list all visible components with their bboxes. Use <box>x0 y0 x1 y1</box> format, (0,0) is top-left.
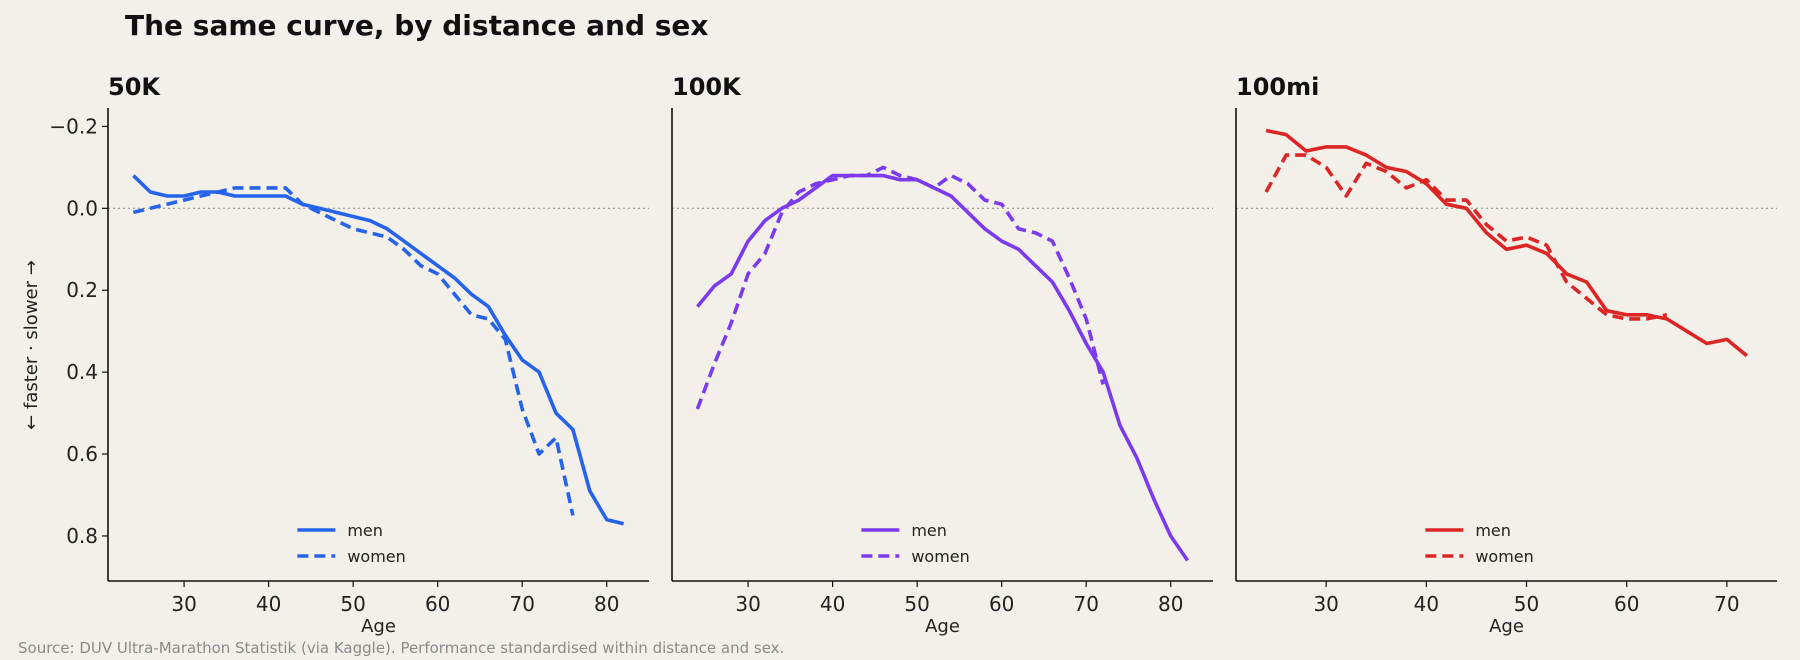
series-line-women <box>132 186 575 516</box>
x-tick-label: 80 <box>594 592 619 616</box>
series-line-women <box>695 165 1105 410</box>
x-axis-label: Age <box>925 616 960 637</box>
panel-50k: 50K 30 40 50 60 70 80 −0.2 0.0 0.2 0.4 0.6 0.8 Age men… <box>49 73 649 637</box>
x-tick-label: 70 <box>1714 592 1739 616</box>
x-tick-label: 40 <box>256 592 281 616</box>
x-axis-label: Age <box>361 616 396 637</box>
legend-label-men: men <box>1475 521 1511 540</box>
legend-label-women: women <box>911 547 969 566</box>
legend-label-men: men <box>911 521 947 540</box>
y-tick-label: 0.4 <box>66 360 98 384</box>
y-tick-label: 0.0 <box>66 196 98 220</box>
y-tick-label: 0.2 <box>66 278 98 302</box>
x-tick-label: 80 <box>1158 592 1183 616</box>
x-tick-label: 30 <box>735 592 760 616</box>
series-line-men <box>132 174 625 526</box>
series-line-men <box>696 173 1190 562</box>
x-tick-label: 30 <box>1313 592 1338 616</box>
x-tick-label: 70 <box>1073 592 1098 616</box>
source-note: Source: DUV Ultra-Marathon Statistik (vi… <box>18 639 784 657</box>
x-tick-label: 60 <box>989 592 1014 616</box>
x-tick-label: 50 <box>904 592 929 616</box>
legend-label-women: women <box>1475 547 1533 566</box>
x-tick-label: 40 <box>1414 592 1439 616</box>
x-tick-label: 70 <box>509 592 534 616</box>
panel-100mi: 100mi 30 40 50 60 70 Age men women <box>1235 73 1777 637</box>
x-tick-label: 50 <box>1514 592 1539 616</box>
y-tick-label: 0.6 <box>66 442 98 466</box>
series-line-women <box>1264 153 1668 321</box>
x-tick-label: 60 <box>425 592 450 616</box>
figure-title: The same curve, by distance and sex <box>125 9 708 42</box>
panel-100k: 100K 30 40 50 60 70 80 Age men women <box>671 73 1213 637</box>
x-tick-label: 50 <box>340 592 365 616</box>
panel-title: 100mi <box>1236 73 1319 101</box>
legend-label-women: women <box>347 547 405 566</box>
y-axis-label: ← faster · slower → <box>21 260 42 430</box>
x-axis-label: Age <box>1489 616 1524 637</box>
panels: 50K 30 40 50 60 70 80 −0.2 0.0 0.2 0.4 0.6 0.8 Age men… <box>49 73 1777 637</box>
y-tick-label: −0.2 <box>49 114 98 138</box>
x-tick-label: 60 <box>1614 592 1639 616</box>
panel-title: 100K <box>672 73 742 101</box>
x-tick-label: 30 <box>171 592 196 616</box>
x-tick-label: 40 <box>820 592 845 616</box>
y-tick-label: 0.8 <box>66 524 98 548</box>
series-line-men <box>1265 128 1749 358</box>
legend-label-men: men <box>347 521 383 540</box>
panel-title: 50K <box>108 73 161 101</box>
